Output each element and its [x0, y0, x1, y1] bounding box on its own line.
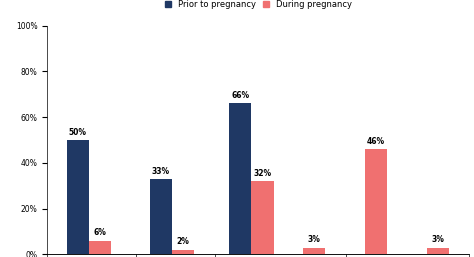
Text: 3%: 3%	[432, 235, 445, 244]
Bar	[365, 149, 387, 254]
Bar	[150, 179, 172, 254]
Bar	[427, 247, 449, 254]
Bar	[229, 104, 251, 254]
Text: 32%: 32%	[254, 169, 272, 178]
Legend: Prior to pregnancy, During pregnancy: Prior to pregnancy, During pregnancy	[164, 0, 352, 9]
Text: 2%: 2%	[176, 237, 190, 246]
Text: 46%: 46%	[367, 137, 385, 146]
Bar	[302, 247, 325, 254]
Text: 66%: 66%	[231, 91, 249, 100]
Text: 3%: 3%	[307, 235, 320, 244]
Bar	[89, 241, 111, 254]
Bar	[172, 250, 194, 254]
Text: 50%: 50%	[69, 128, 87, 137]
Bar	[67, 140, 89, 254]
Bar	[251, 181, 273, 254]
Text: 33%: 33%	[152, 167, 170, 176]
Text: 6%: 6%	[93, 228, 106, 237]
